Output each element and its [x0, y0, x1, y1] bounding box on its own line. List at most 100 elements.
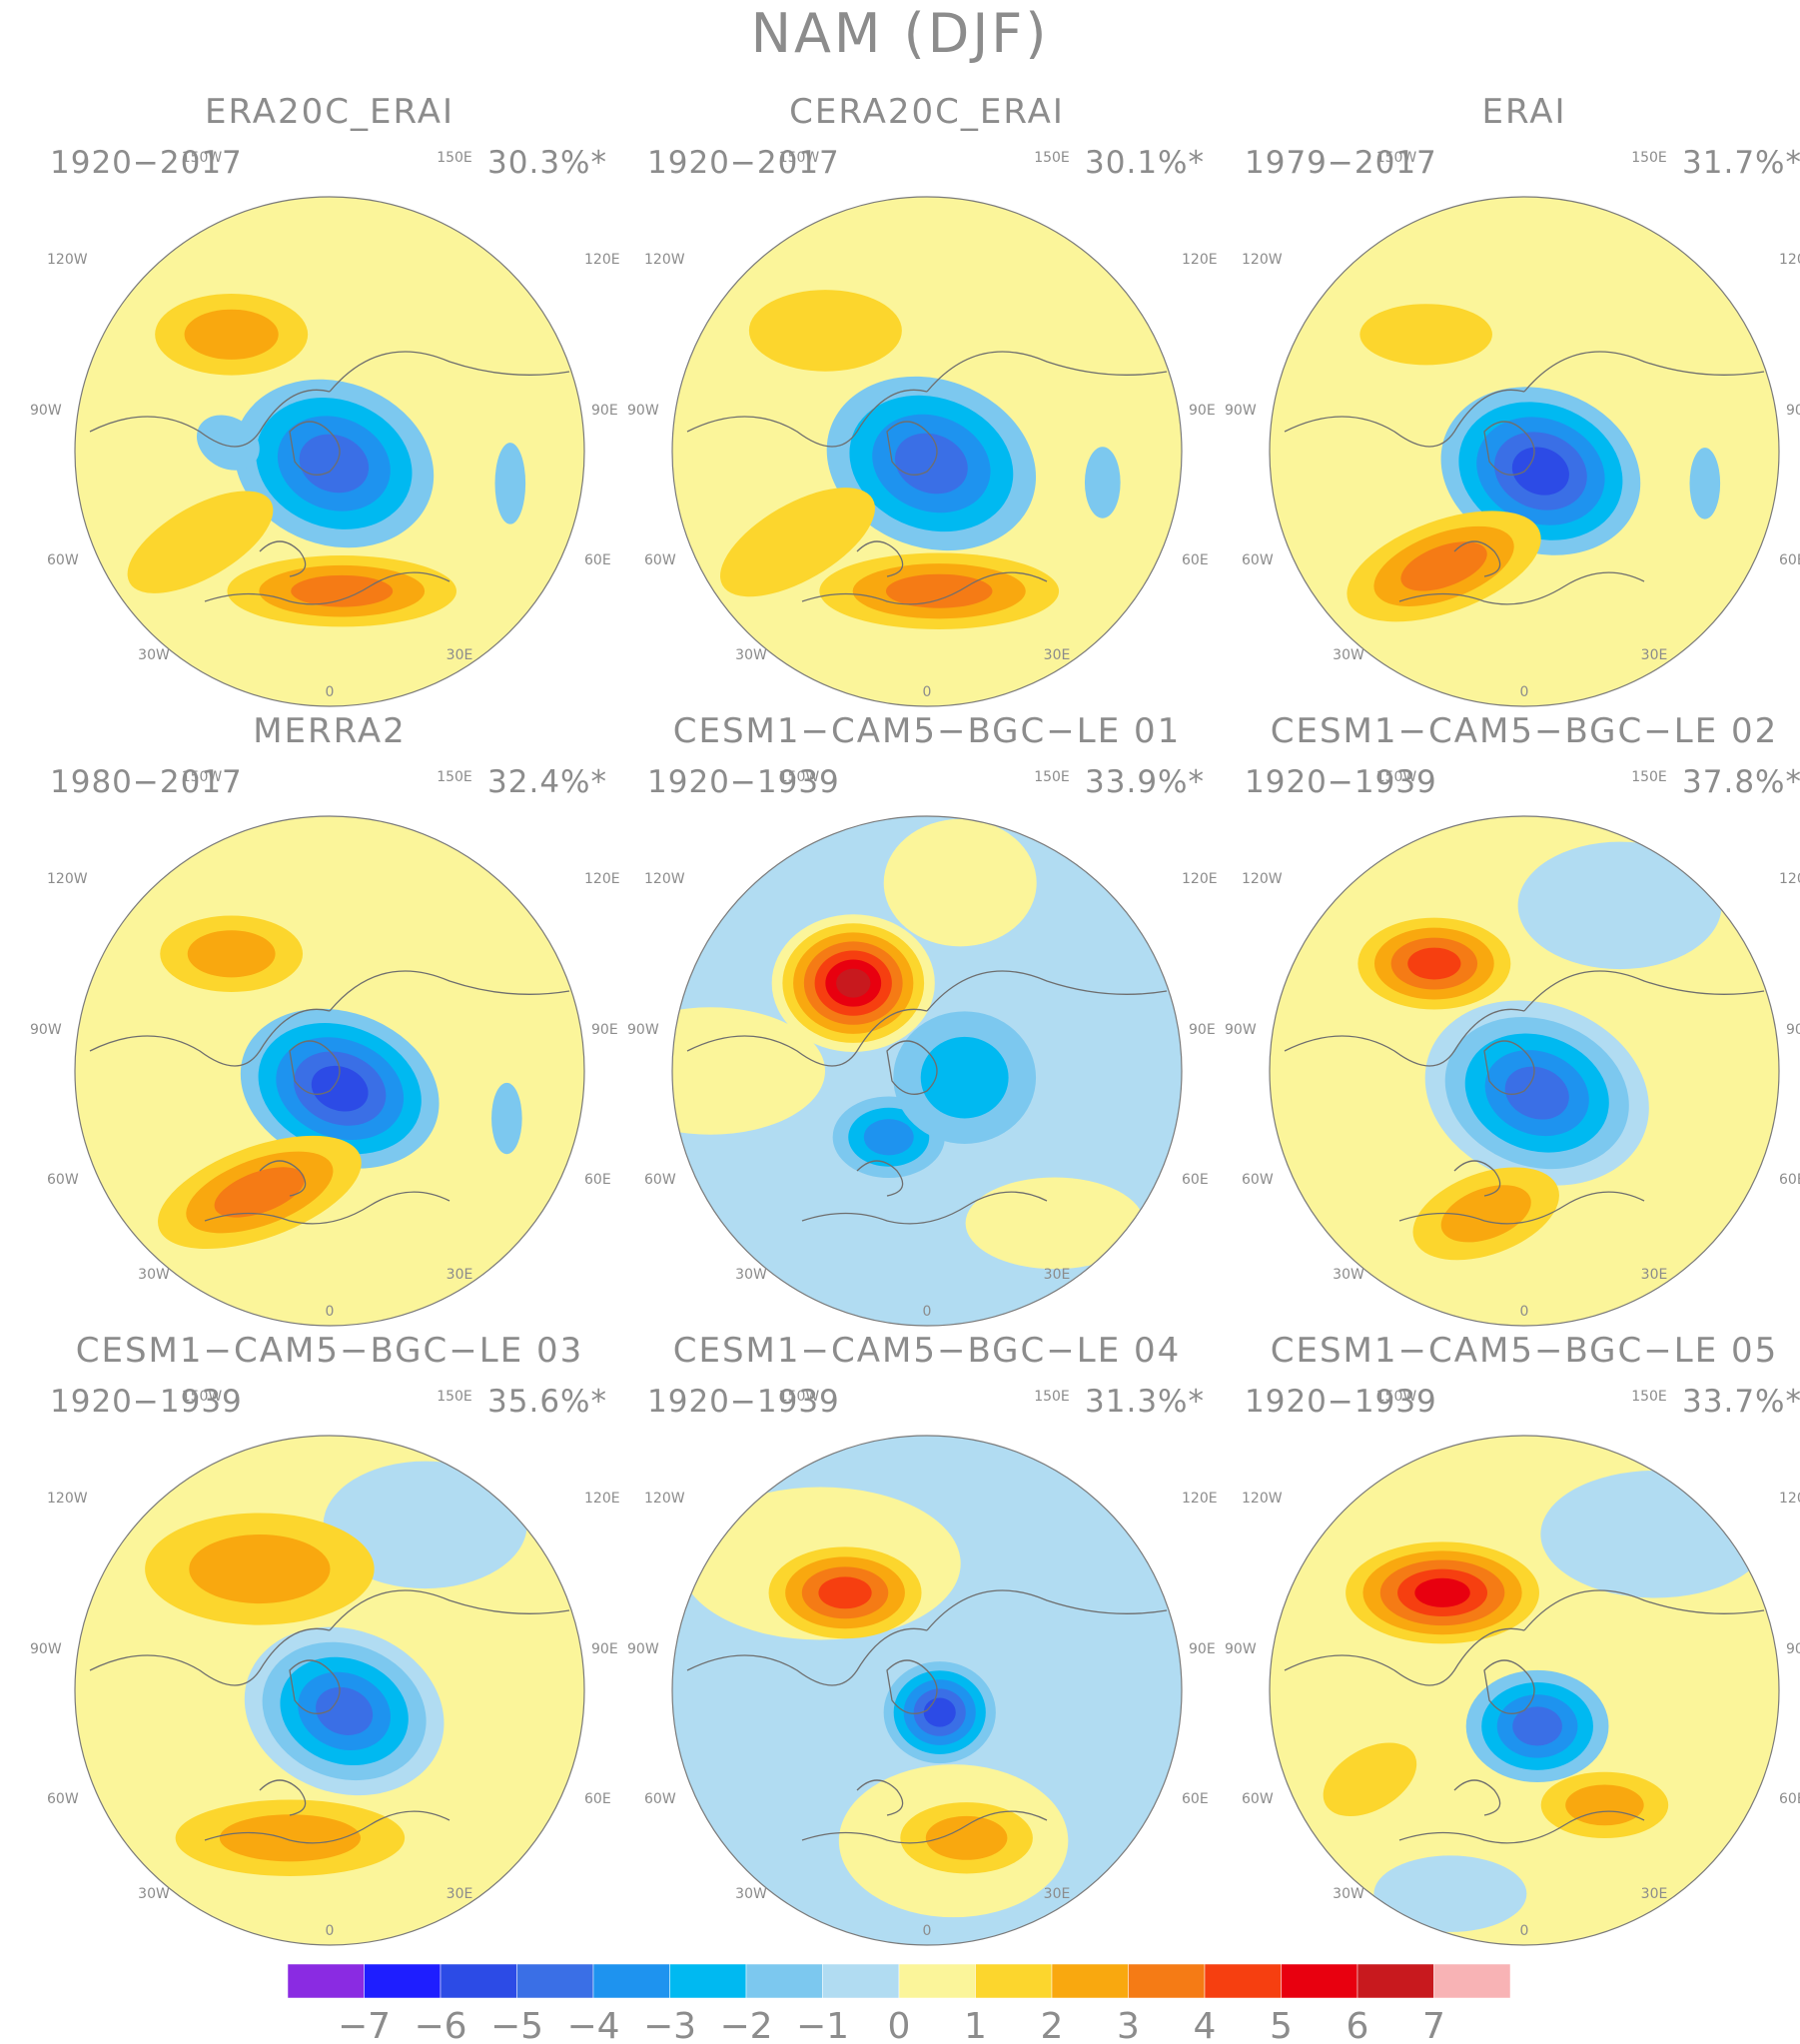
graticule-label: 150E [1034, 150, 1070, 166]
graticule-label: 150E [437, 1389, 472, 1405]
graticule-label: 60E [584, 552, 611, 568]
graticule-label: 30E [447, 1886, 473, 1902]
colorbar-segment [1051, 1963, 1129, 1999]
colorbar-segment [440, 1963, 517, 1999]
panel-period: 1920−2017 [647, 145, 840, 181]
contour-region [836, 968, 871, 998]
contour-region [894, 433, 968, 495]
graticule-label: 60E [1779, 1172, 1800, 1188]
colorbar-tick-label: −3 [643, 2006, 696, 2044]
panel-percent: 32.4%* [487, 764, 607, 800]
graticule-label: 90W [1225, 1022, 1257, 1038]
greenland-outline [289, 1659, 341, 1714]
figure-title: NAM (DJF) [750, 2, 1050, 65]
asia-coastline [329, 351, 570, 393]
panel-period: 1920−1939 [647, 764, 840, 800]
contour-region [1512, 1706, 1562, 1746]
contour-region [214, 1167, 306, 1218]
contour-region [196, 415, 260, 471]
graticule-label: 150W [1376, 769, 1417, 785]
graticule-label: 120W [1242, 871, 1283, 887]
contour-region [291, 574, 394, 607]
europe-africa-coastline [204, 571, 450, 605]
contour-region [818, 1576, 872, 1609]
contour-region [923, 1697, 956, 1727]
contour-region [323, 1461, 527, 1589]
colorbar-segment [516, 1963, 594, 1999]
contour-region [494, 443, 526, 524]
panel-title: MERRA2 [253, 711, 407, 751]
contour-region [1504, 1066, 1569, 1120]
mediterranean-coastline [259, 540, 307, 577]
graticule-label: 60W [644, 1172, 676, 1188]
mediterranean-coastline [1453, 540, 1501, 577]
colorbar-segment [745, 1963, 823, 1999]
contour-region [491, 1082, 522, 1155]
graticule-label: 0 [923, 1923, 932, 1939]
mediterranean-coastline [1453, 1779, 1501, 1816]
greenland-outline [1483, 1040, 1535, 1095]
contour-region [1414, 1577, 1470, 1607]
graticule-label: 150W [1376, 150, 1417, 166]
graticule-label: 90W [1225, 403, 1257, 419]
mediterranean-coastline [856, 1779, 904, 1816]
panel-period: 1920−1939 [1245, 764, 1437, 800]
greenland-outline [886, 1040, 938, 1095]
graticule-label: 150E [437, 150, 472, 166]
colorbar-tick-label: −2 [719, 2006, 772, 2044]
colorbar-segment [1356, 1963, 1434, 1999]
graticule-label: 60E [1779, 1791, 1800, 1807]
north-america-coastline [1284, 1008, 1525, 1067]
contour-region [1373, 1855, 1527, 1932]
graticule-label: 30E [447, 647, 473, 663]
colorbar-segment [287, 1963, 365, 1999]
graticule-label: 120W [1242, 252, 1283, 268]
graticule-label: 30W [735, 647, 767, 663]
map-panel: CERA20C_ERAI1920−201730.1%*180150W150E12… [627, 92, 1227, 713]
contour-region [1540, 1470, 1770, 1598]
asia-coastline [329, 970, 570, 1012]
contour-region [1440, 1185, 1531, 1243]
colorbar-segment [1281, 1963, 1358, 1999]
graticule-label: 90E [1189, 1022, 1216, 1038]
colorbar-tick-label: −6 [414, 2006, 466, 2044]
graticule-label: 0 [326, 1923, 335, 1939]
greenland-outline [886, 1659, 938, 1714]
graticule-label: 120W [47, 1491, 88, 1507]
contour-region [1400, 541, 1487, 591]
colorbar-segment [1433, 1963, 1511, 1999]
north-america-coastline [686, 1627, 928, 1686]
panel-percent: 33.9%* [1085, 764, 1205, 800]
europe-africa-coastline [204, 1191, 450, 1225]
panel-title: CESM1−CAM5−BGC−LE 01 [672, 711, 1182, 751]
graticule-label: 30E [1044, 1267, 1071, 1283]
contour-region [316, 1686, 374, 1735]
graticule-label: 120E [1779, 1491, 1800, 1507]
polar-stereographic-map: 180150W150E120W120E90W90E60W60E30W30E0 [1225, 1389, 1800, 1946]
graticule-label: 150W [182, 769, 223, 785]
map-boundary [1269, 815, 1780, 1327]
graticule-label: 30E [1044, 1886, 1071, 1902]
graticule-label: 30E [1641, 1267, 1668, 1283]
contour-region [127, 491, 274, 593]
contour-region [1689, 448, 1721, 519]
colorbar-tick-label: 3 [1117, 2006, 1140, 2044]
polar-stereographic-map: 180150W150E120W120E90W90E60W60E30W30E0 [30, 769, 620, 1327]
map-boundary [74, 1435, 585, 1946]
graticule-label: 60W [1242, 552, 1274, 568]
colorbar-tick-label: 0 [888, 2006, 911, 2044]
map-panel: CESM1−CAM5−BGC−LE 021920−193937.8%*18015… [1225, 711, 1800, 1333]
panel-title: CESM1−CAM5−BGC−LE 03 [75, 1331, 584, 1371]
graticule-label: 150E [437, 769, 472, 785]
graticule-label: 120E [584, 871, 620, 887]
panel-percent: 31.7%* [1682, 145, 1800, 181]
contour-region [189, 1534, 331, 1604]
panel-period: 1920−1939 [1245, 1384, 1437, 1420]
graticule-label: 150W [182, 150, 223, 166]
graticule-label: 150W [779, 150, 820, 166]
panel-percent: 31.3%* [1085, 1384, 1205, 1420]
contour-region [219, 1814, 362, 1862]
graticule-label: 120E [584, 1491, 620, 1507]
graticule-label: 90E [591, 403, 618, 419]
anomaly-field [1270, 1436, 1779, 1945]
